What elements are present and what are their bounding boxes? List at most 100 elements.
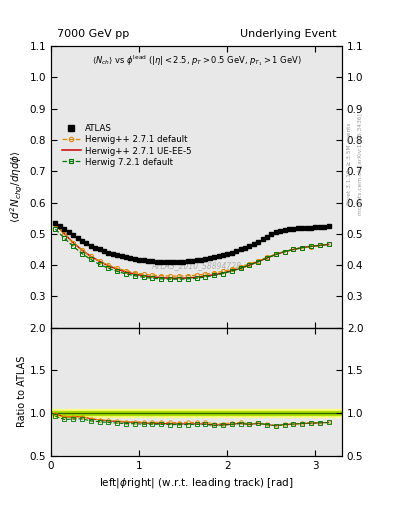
Herwig++ 2.7.1 default [256, 258, 261, 264]
Herwig++ 2.7.1 UE-EE-5 [326, 241, 331, 247]
Herwig 7.2.1 default [185, 276, 190, 282]
Line: Herwig++ 2.7.1 UE-EE-5: Herwig++ 2.7.1 UE-EE-5 [55, 224, 329, 278]
Herwig++ 2.7.1 UE-EE-5 [274, 251, 278, 258]
Herwig++ 2.7.1 UE-EE-5 [264, 255, 269, 261]
Herwig 7.2.1 default [282, 249, 287, 255]
Herwig 7.2.1 default [247, 262, 252, 268]
ATLAS [247, 243, 252, 249]
ATLAS [326, 223, 331, 229]
Herwig++ 2.7.1 UE-EE-5 [150, 274, 155, 280]
Herwig++ 2.7.1 default [230, 266, 234, 272]
Herwig++ 2.7.1 UE-EE-5 [220, 270, 225, 276]
Text: 7000 GeV pp: 7000 GeV pp [57, 29, 129, 39]
Herwig++ 2.7.1 default [132, 269, 137, 275]
Herwig++ 2.7.1 default [88, 253, 93, 260]
Herwig 7.2.1 default [124, 271, 129, 277]
Herwig++ 2.7.1 UE-EE-5 [185, 275, 190, 281]
Herwig++ 2.7.1 default [71, 240, 75, 246]
Herwig 7.2.1 default [168, 276, 173, 282]
Herwig 7.2.1 default [132, 273, 137, 279]
Bar [51, 409, 342, 417]
Herwig 7.2.1 default [176, 276, 181, 282]
Herwig++ 2.7.1 UE-EE-5 [79, 247, 84, 253]
Herwig++ 2.7.1 UE-EE-5 [115, 266, 119, 272]
Herwig++ 2.7.1 default [150, 272, 155, 278]
Text: $\langle N_{ch}\rangle$ vs $\phi^{\rm lead}$ ($|\eta|<2.5$, $p_T>0.5$ GeV, $p_{T: $\langle N_{ch}\rangle$ vs $\phi^{\rm le… [92, 53, 301, 68]
Herwig++ 2.7.1 UE-EE-5 [291, 246, 296, 252]
Herwig++ 2.7.1 UE-EE-5 [132, 271, 137, 278]
Herwig++ 2.7.1 default [238, 264, 243, 270]
Herwig++ 2.7.1 default [159, 273, 163, 279]
Herwig 7.2.1 default [71, 243, 75, 249]
Herwig++ 2.7.1 UE-EE-5 [238, 265, 243, 271]
Herwig 7.2.1 default [62, 235, 67, 241]
ATLAS [137, 257, 141, 263]
Text: Rivet 3.1.10, ≥ 3.5M events: Rivet 3.1.10, ≥ 3.5M events [347, 122, 352, 205]
Herwig++ 2.7.1 UE-EE-5 [212, 272, 217, 278]
ATLAS [159, 259, 163, 265]
Text: Underlying Event: Underlying Event [240, 29, 336, 39]
Herwig++ 2.7.1 UE-EE-5 [53, 221, 58, 227]
Herwig 7.2.1 default [256, 259, 261, 265]
Herwig++ 2.7.1 UE-EE-5 [176, 275, 181, 281]
Herwig++ 2.7.1 UE-EE-5 [88, 253, 93, 260]
Herwig 7.2.1 default [88, 257, 93, 263]
Herwig 7.2.1 default [326, 241, 331, 247]
Herwig 7.2.1 default [106, 265, 111, 271]
Herwig 7.2.1 default [150, 275, 155, 281]
Herwig++ 2.7.1 default [220, 268, 225, 274]
Herwig++ 2.7.1 UE-EE-5 [97, 258, 102, 264]
Line: ATLAS: ATLAS [53, 221, 331, 264]
Herwig++ 2.7.1 UE-EE-5 [247, 262, 252, 268]
Herwig++ 2.7.1 UE-EE-5 [203, 273, 208, 279]
Legend: ATLAS, Herwig++ 2.7.1 default, Herwig++ 2.7.1 UE-EE-5, Herwig 7.2.1 default: ATLAS, Herwig++ 2.7.1 default, Herwig++ … [58, 121, 195, 170]
Herwig 7.2.1 default [141, 274, 146, 281]
ATLAS [53, 220, 58, 226]
Herwig++ 2.7.1 default [203, 271, 208, 278]
Line: Herwig++ 2.7.1 default: Herwig++ 2.7.1 default [53, 222, 331, 278]
Herwig 7.2.1 default [203, 274, 208, 280]
Herwig 7.2.1 default [53, 226, 58, 232]
Herwig++ 2.7.1 UE-EE-5 [256, 259, 261, 265]
Herwig++ 2.7.1 default [106, 262, 111, 268]
Herwig++ 2.7.1 UE-EE-5 [318, 242, 322, 248]
Herwig++ 2.7.1 UE-EE-5 [141, 273, 146, 279]
ATLAS [185, 258, 190, 264]
Herwig++ 2.7.1 default [326, 241, 331, 247]
Herwig++ 2.7.1 default [291, 246, 296, 252]
Herwig 7.2.1 default [79, 250, 84, 257]
Herwig++ 2.7.1 UE-EE-5 [71, 240, 75, 246]
Herwig++ 2.7.1 UE-EE-5 [194, 274, 199, 281]
Herwig++ 2.7.1 UE-EE-5 [106, 263, 111, 269]
Herwig 7.2.1 default [97, 262, 102, 268]
Herwig 7.2.1 default [194, 275, 199, 281]
Herwig++ 2.7.1 default [176, 273, 181, 279]
Line: Herwig 7.2.1 default: Herwig 7.2.1 default [53, 227, 331, 281]
ATLAS [322, 224, 327, 230]
Herwig 7.2.1 default [238, 265, 243, 271]
Herwig++ 2.7.1 default [282, 249, 287, 255]
Herwig++ 2.7.1 default [212, 270, 217, 276]
Herwig++ 2.7.1 default [318, 242, 322, 248]
Herwig++ 2.7.1 UE-EE-5 [309, 243, 314, 249]
Herwig++ 2.7.1 default [247, 261, 252, 267]
Herwig++ 2.7.1 default [62, 231, 67, 237]
Herwig++ 2.7.1 default [124, 268, 129, 274]
Herwig 7.2.1 default [115, 268, 119, 274]
Herwig++ 2.7.1 default [274, 251, 278, 257]
Herwig++ 2.7.1 default [53, 221, 58, 227]
ATLAS [128, 255, 133, 261]
Herwig++ 2.7.1 UE-EE-5 [282, 249, 287, 255]
Herwig 7.2.1 default [291, 246, 296, 252]
Herwig++ 2.7.1 default [79, 247, 84, 253]
Y-axis label: Ratio to ATLAS: Ratio to ATLAS [17, 356, 27, 428]
Text: mcplots.cern.ch [arXiv:1306.3436]: mcplots.cern.ch [arXiv:1306.3436] [358, 113, 363, 215]
Herwig 7.2.1 default [309, 243, 314, 249]
Herwig++ 2.7.1 default [264, 254, 269, 261]
Bar [51, 411, 342, 415]
Herwig++ 2.7.1 UE-EE-5 [159, 274, 163, 281]
Herwig++ 2.7.1 default [309, 244, 314, 250]
Herwig++ 2.7.1 default [168, 273, 173, 279]
Herwig++ 2.7.1 default [115, 265, 119, 271]
Herwig++ 2.7.1 default [185, 273, 190, 279]
